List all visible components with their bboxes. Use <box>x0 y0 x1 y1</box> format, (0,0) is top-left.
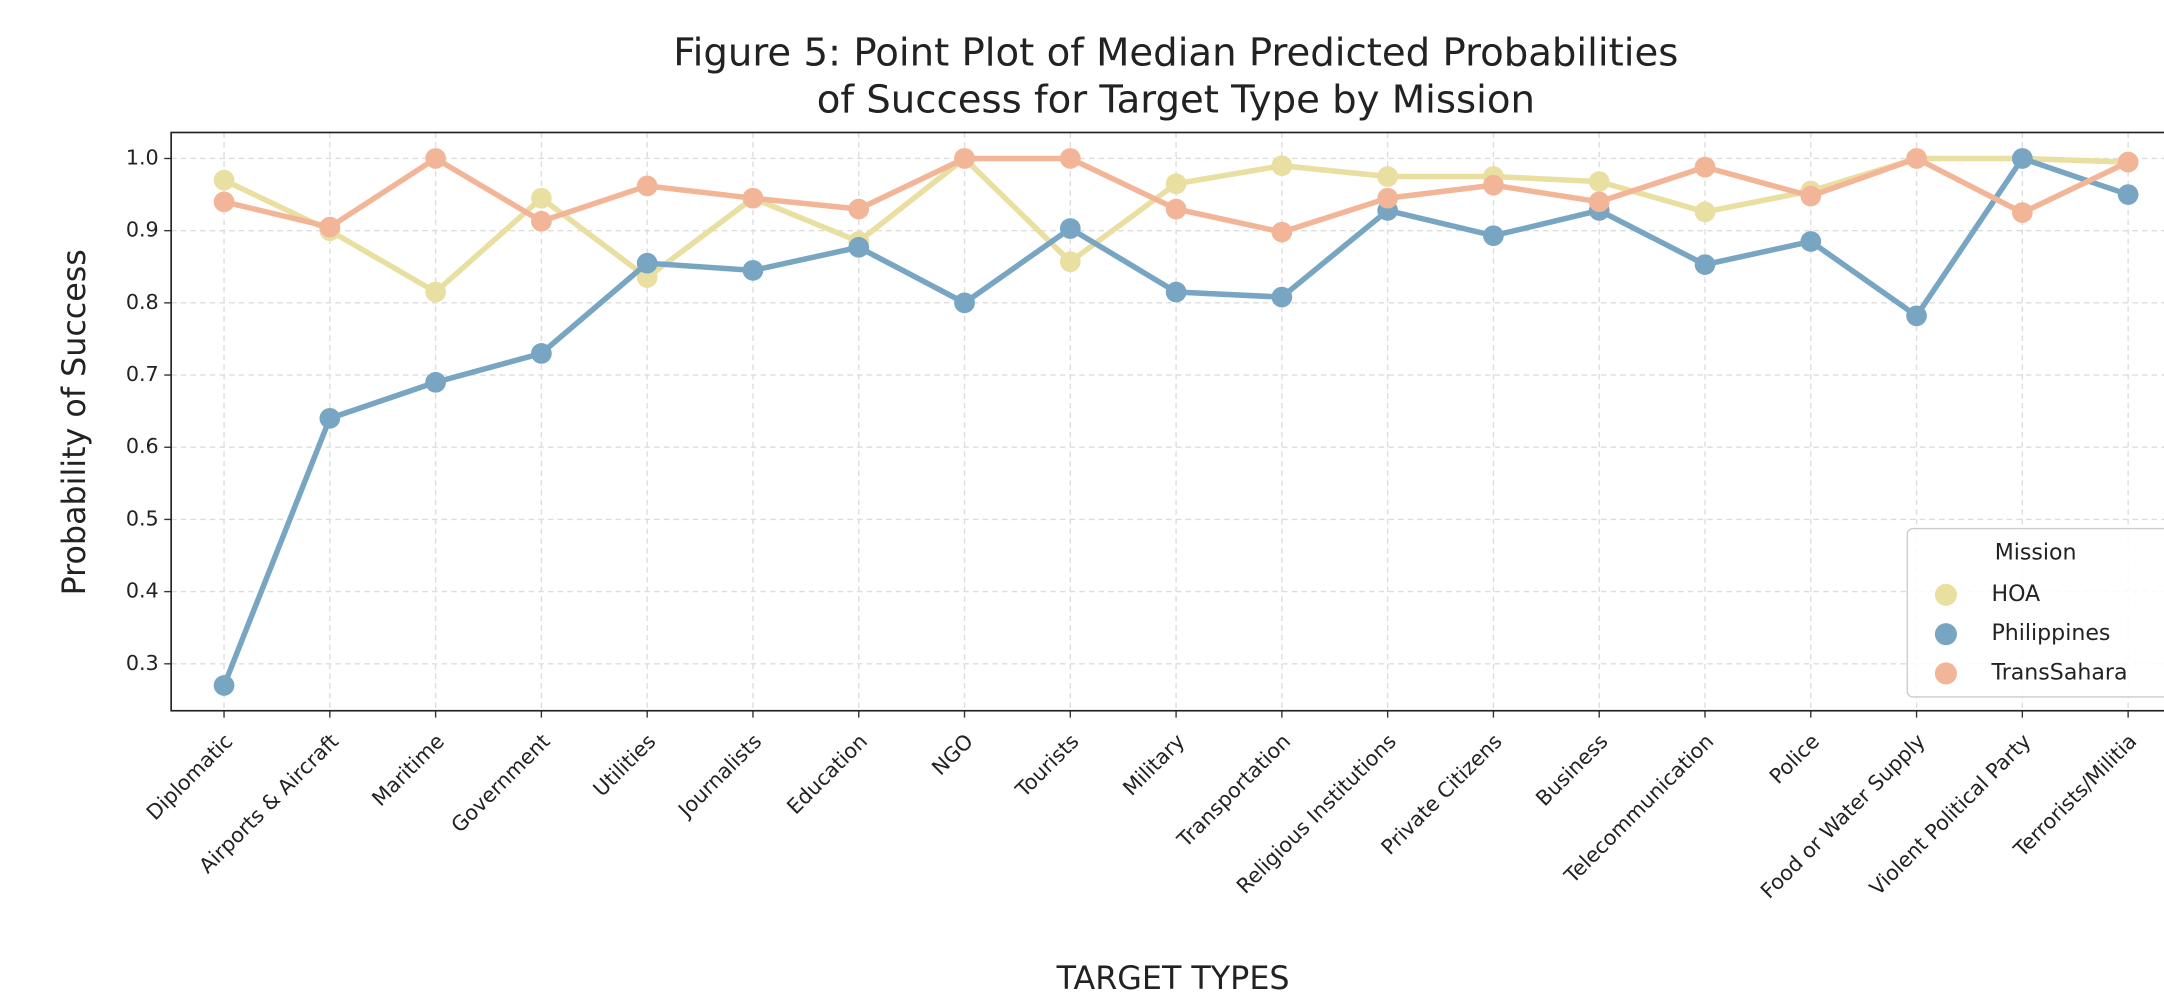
point <box>1588 191 1610 213</box>
y-tick-label: 0.9 <box>126 218 159 242</box>
point <box>1165 198 1187 220</box>
y-tick-label: 1.0 <box>126 145 159 169</box>
y-tick-label: 0.8 <box>126 290 159 314</box>
point <box>1483 174 1504 196</box>
x-axis-label: TARGET TYPES <box>1056 961 1290 997</box>
y-axis-label: Probability of Success <box>57 249 93 595</box>
legend-label: TransSahara <box>1990 660 2127 685</box>
y-tick-label: 0.3 <box>126 651 159 675</box>
point <box>1059 148 1081 169</box>
x-tick-label: Diplomatic <box>142 729 238 825</box>
x-tick-label: Government <box>446 729 554 837</box>
legend-marker <box>1934 662 1957 685</box>
point <box>425 281 446 303</box>
point <box>1271 155 1293 177</box>
x-tick-label: Maritime <box>367 729 449 811</box>
point <box>1377 187 1399 209</box>
point <box>1059 218 1081 239</box>
point <box>1271 286 1293 308</box>
point <box>848 198 870 220</box>
legend-marker <box>1934 623 1957 646</box>
point <box>636 175 658 197</box>
point <box>213 169 235 191</box>
point <box>1059 251 1081 273</box>
point <box>742 260 764 281</box>
point <box>1377 166 1399 187</box>
x-tick-label: Military <box>1118 729 1189 800</box>
point <box>636 252 658 274</box>
point <box>2011 148 2033 169</box>
point <box>1271 221 1293 243</box>
point <box>1800 185 1822 207</box>
legend-title: Mission <box>1995 540 2077 565</box>
x-tick-label: Police <box>1765 729 1824 788</box>
point <box>531 210 552 232</box>
x-tick-label: Business <box>1531 729 1612 810</box>
x-tick-label: Journalists <box>672 729 766 823</box>
point <box>954 292 975 314</box>
x-tick-label: Transportation <box>1172 729 1295 852</box>
legend-box <box>1906 527 2164 698</box>
point <box>954 148 975 169</box>
x-tick-label: Education <box>782 729 872 819</box>
chart-title: Figure 5: Point Plot of Median Predicted… <box>673 31 1678 76</box>
point <box>2011 202 2033 223</box>
point <box>742 187 764 209</box>
point <box>2117 151 2139 173</box>
point <box>425 371 446 393</box>
legend-label: HOA <box>1991 582 2040 607</box>
point <box>1694 156 1716 178</box>
x-tick-label: NGO <box>927 729 978 780</box>
point <box>1906 305 1927 327</box>
point <box>531 187 552 209</box>
point <box>213 191 235 213</box>
point <box>1694 254 1716 275</box>
point <box>2117 184 2139 205</box>
point <box>319 216 341 238</box>
y-tick-label: 0.6 <box>126 434 159 458</box>
chart-title: of Success for Target Type by Mission <box>817 78 1535 123</box>
point <box>1165 173 1187 195</box>
point <box>1165 281 1187 303</box>
legend-marker <box>1934 583 1957 606</box>
point <box>848 236 870 258</box>
y-tick-label: 0.5 <box>126 506 159 530</box>
point <box>1588 171 1610 192</box>
point <box>319 408 341 429</box>
point <box>1906 148 1927 169</box>
y-tick-label: 0.4 <box>126 579 159 603</box>
point <box>1800 231 1822 252</box>
point <box>425 148 446 169</box>
plot-frame <box>170 131 2164 712</box>
y-tick-label: 0.7 <box>126 362 159 386</box>
x-tick-label: Tourists <box>1010 729 1083 802</box>
point <box>213 675 235 696</box>
point <box>531 343 552 364</box>
point <box>1483 225 1504 247</box>
point <box>1694 201 1716 223</box>
point <box>636 267 658 288</box>
x-tick-label: Utilities <box>588 729 660 801</box>
legend-label: Philippines <box>1991 621 2110 646</box>
